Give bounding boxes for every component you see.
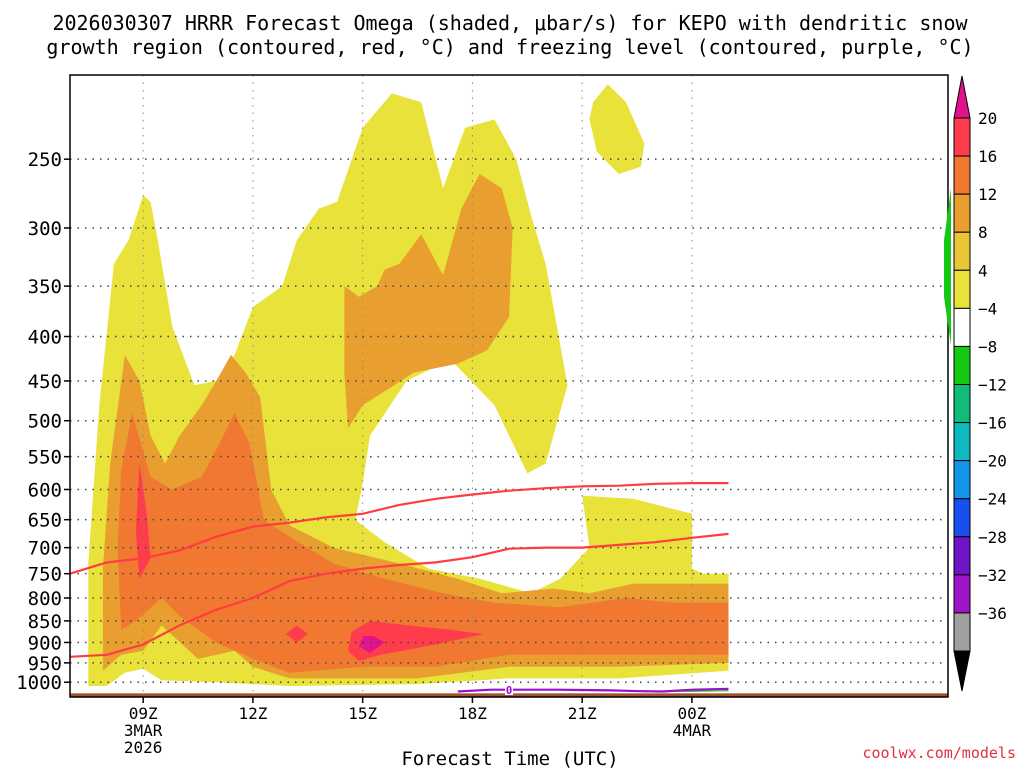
colorbar-label-13: −36	[978, 604, 1007, 623]
colorbar-swatch-1	[953, 155, 971, 195]
y-tick-label-800: 800	[28, 588, 62, 610]
y-tick-label-750: 750	[28, 564, 62, 586]
colorbar-label-8: −16	[978, 414, 1007, 433]
colorbar-swatch-5	[953, 307, 971, 347]
colorbar-label-6: −8	[978, 337, 997, 356]
omega-region-16-5	[135, 463, 151, 579]
y-tick-label-400: 400	[28, 327, 62, 349]
colorbar-label-3: 8	[978, 223, 988, 242]
y-tick-label-650: 650	[28, 510, 62, 532]
colorbar-swatch-11	[953, 536, 971, 576]
omega-region-12-4	[117, 413, 729, 673]
colorbar-label-4: 4	[978, 261, 988, 280]
x-tick-label-line: 09Z	[129, 704, 158, 723]
credit-text: coolwx.com/models	[862, 744, 1016, 762]
colorbar-swatch-8	[953, 422, 971, 462]
omega-region-4-1	[589, 84, 645, 174]
omega-region-16-7	[348, 620, 484, 661]
x-tick-label-line: 4MAR	[673, 721, 712, 740]
dgz-contour--12	[70, 482, 729, 575]
colorbar-label-11: −28	[978, 528, 1007, 547]
y-tick-label-500: 500	[28, 411, 62, 433]
x-tick-label-line: 18Z	[458, 704, 487, 723]
colorbar-label-1: 16	[978, 147, 997, 166]
x-tick-label-line: 21Z	[568, 704, 597, 723]
y-tick-label-600: 600	[28, 479, 62, 501]
chart-title-line-2: growth region (contoured, red, °C) and f…	[46, 35, 973, 59]
ground-fill	[70, 693, 948, 697]
colorbar-swatch-7	[953, 384, 971, 424]
colorbar-top-arrow	[953, 75, 971, 119]
plot-area: 0 250 300 350 400 450 500 550 600 650 700 750800850…	[16, 74, 949, 757]
colorbar-label-0: 20	[978, 109, 997, 128]
y-tick-label-1000: 1000	[16, 672, 62, 694]
colorbar-swatch-10	[953, 498, 971, 538]
y-tick-label-300: 300	[28, 218, 62, 240]
x-tick-label-line: 12Z	[238, 704, 267, 723]
x-tick-label-line: 15Z	[348, 704, 377, 723]
colorbar-bottom-arrow	[953, 650, 971, 692]
freezing-level-label-bg	[505, 683, 513, 696]
colorbar-label-10: −24	[978, 490, 1007, 509]
y-tick-label-450: 450	[28, 371, 62, 393]
chart-title-line-1: 2026030307 HRRR Forecast Omega (shaded, …	[52, 11, 968, 35]
y-tick-label-900: 900	[28, 632, 62, 654]
colorbar-label-12: −32	[978, 566, 1007, 585]
x-tick-label-line: 2026	[124, 738, 163, 757]
omega-region-20-8	[359, 636, 385, 653]
y-tick-label-950: 950	[28, 653, 62, 675]
colorbar-swatch-4	[953, 269, 971, 309]
edge-negative-omega	[944, 188, 951, 346]
plot-frame	[69, 74, 949, 698]
x-tick-label-9: 09Z 3MAR 2026	[124, 704, 163, 757]
dgz-contour--17	[70, 532, 729, 658]
y-tick-label-550: 550	[28, 447, 62, 469]
x-tick-label-24: 00Z 4MAR	[673, 704, 712, 740]
colorbar-swatch-12	[953, 574, 971, 614]
x-tick-label-18: 18Z	[458, 704, 487, 723]
colorbar-swatch-2	[953, 193, 971, 233]
colorbar-label-2: 12	[978, 185, 997, 204]
colorbar: 20 16 12 8 4 −4 −8 −12 −16 −20 −24 −28 −32 −36	[944, 75, 1007, 692]
x-tick-label-15: 15Z	[348, 704, 377, 723]
x-tick-label-12: 12Z	[238, 704, 267, 723]
colorbar-swatch-9	[953, 460, 971, 500]
plot-clip-group: 0	[70, 75, 948, 697]
y-tick-label-850: 850	[28, 611, 62, 633]
colorbar-swatch-13	[953, 612, 971, 652]
colorbar-label-9: −20	[978, 452, 1007, 471]
x-tick-label-line: 3MAR	[124, 721, 163, 740]
freezing-level-label: 0	[506, 684, 513, 697]
omega-region-8-3	[344, 174, 513, 429]
x-axis-label: Forecast Time (UTC)	[401, 748, 618, 768]
y-tick-label-700: 700	[28, 538, 62, 560]
x-tick-label-line: 00Z	[677, 704, 706, 723]
colorbar-label-5: −4	[978, 299, 997, 318]
colorbar-swatch-3	[953, 231, 971, 271]
y-tick-label-350: 350	[28, 276, 62, 298]
colorbar-swatch-0	[953, 117, 971, 157]
x-tick-label-21: 21Z	[568, 704, 597, 723]
y-tick-label-250: 250	[28, 149, 62, 171]
colorbar-label-7: −12	[978, 376, 1007, 395]
colorbar-swatch-6	[953, 345, 971, 385]
omega-region-16-6	[285, 625, 308, 643]
